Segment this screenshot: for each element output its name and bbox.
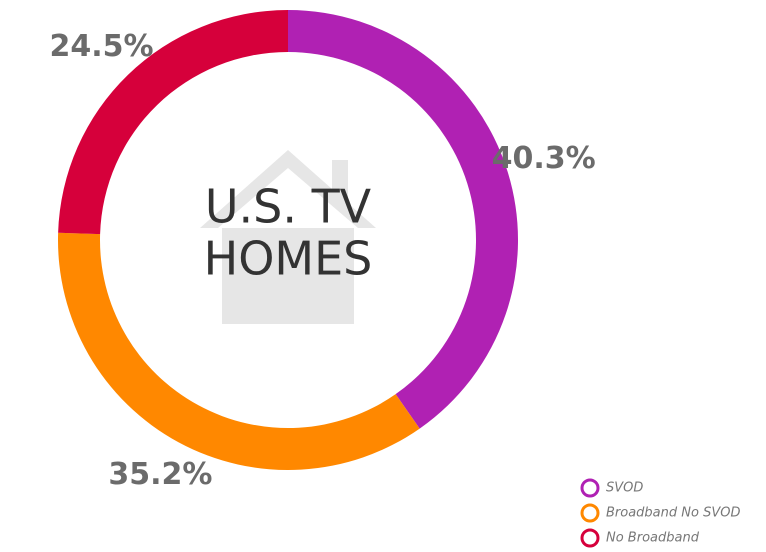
legend-marker	[580, 478, 600, 498]
donut-segment	[58, 10, 288, 235]
value-label: 24.5%	[49, 29, 153, 64]
legend-label: Broadband No SVOD	[606, 506, 740, 521]
legend-label: No Broadband	[606, 531, 700, 546]
house-icon	[200, 150, 376, 324]
center-text: HOMES	[204, 232, 373, 286]
value-label: 40.3%	[492, 141, 596, 176]
legend-marker	[580, 528, 600, 548]
donut-segment	[288, 10, 518, 429]
donut-segment	[58, 232, 420, 470]
legend-marker	[580, 503, 600, 523]
center-text: U.S. TV	[205, 180, 372, 234]
value-label: 35.2%	[108, 457, 212, 492]
legend-label: SVOD	[606, 481, 643, 496]
